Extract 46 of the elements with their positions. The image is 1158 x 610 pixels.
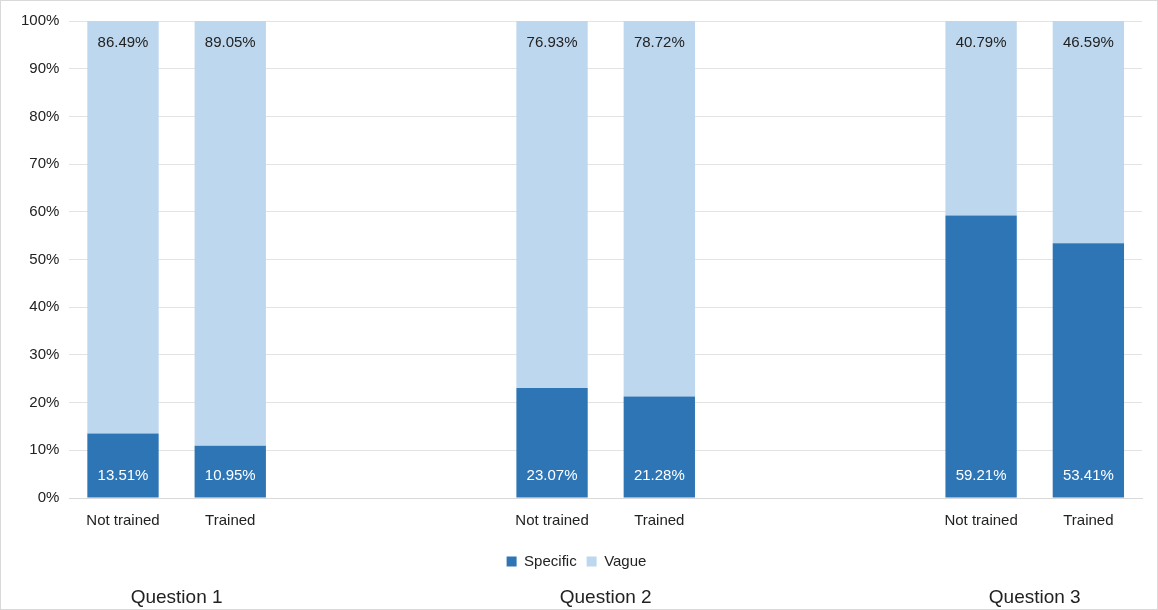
y-tick-label: 60% xyxy=(29,201,60,219)
data-label: 86.49% xyxy=(97,33,149,51)
data-label: 21.28% xyxy=(633,465,685,483)
y-tick-label: 40% xyxy=(29,297,60,315)
text: Question 3 xyxy=(988,585,1081,607)
y-tick-label: 70% xyxy=(29,154,60,172)
bar xyxy=(87,433,159,498)
bar xyxy=(945,21,1017,216)
y-tick-label: 30% xyxy=(29,345,60,363)
x-tick-label: Trained xyxy=(634,511,685,529)
x-tick-label: Not trained xyxy=(86,511,160,529)
data-label: 89.05% xyxy=(204,33,256,51)
data-label: 53.41% xyxy=(1062,465,1114,483)
data-label: 23.07% xyxy=(526,465,578,483)
bar xyxy=(623,396,695,498)
y-tick-label: 80% xyxy=(29,106,60,124)
bar xyxy=(194,21,266,446)
bar xyxy=(516,21,588,388)
x-tick-label: Trained xyxy=(205,511,256,529)
data-label: 76.93% xyxy=(526,33,578,51)
text: Question 1 xyxy=(130,585,223,607)
legend-label: Specific xyxy=(524,551,578,569)
y-tick-label: 20% xyxy=(29,392,60,410)
x-tick-label: Not trained xyxy=(515,511,589,529)
data-label: 78.72% xyxy=(633,33,685,51)
bar xyxy=(945,215,1017,498)
bar xyxy=(194,445,266,498)
y-tick-label: 10% xyxy=(29,440,60,458)
y-tick-label: 50% xyxy=(29,249,60,267)
x-tick-label: Not trained xyxy=(944,511,1018,529)
data-label: 59.21% xyxy=(955,465,1007,483)
y-tick-label: 0% xyxy=(37,488,60,506)
x-tick-label: Trained xyxy=(1063,511,1114,529)
data-label: 13.51% xyxy=(97,465,149,483)
bar xyxy=(623,21,695,397)
y-tick-label: 90% xyxy=(29,58,60,76)
y-tick-label: 100% xyxy=(20,11,60,29)
bar xyxy=(87,21,159,434)
data-label: 46.59% xyxy=(1062,33,1114,51)
text: Question 2 xyxy=(559,585,652,607)
data-label: 10.95% xyxy=(204,465,256,483)
bar xyxy=(1052,243,1125,498)
data-label: 40.79% xyxy=(955,33,1007,51)
bar xyxy=(516,387,588,498)
legend-label: Vague xyxy=(604,551,647,569)
bar xyxy=(1052,21,1125,244)
